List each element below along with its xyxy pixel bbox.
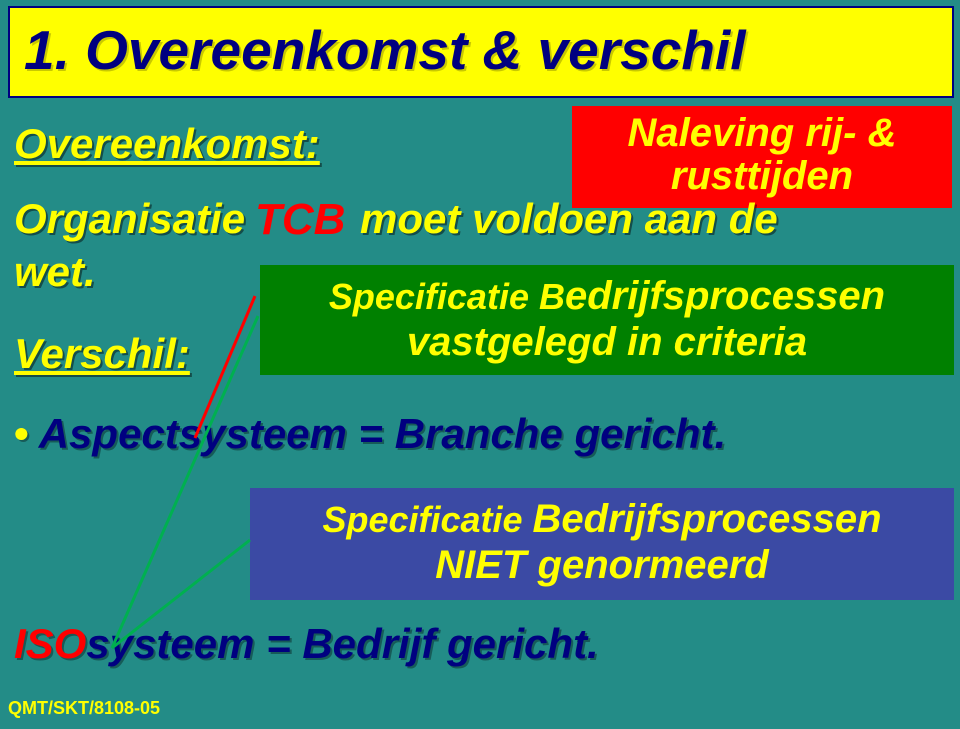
iso-rest: systeem = Bedrijf gericht. — [86, 620, 598, 667]
slide-title: 1. Overeenkomst & verschil — [24, 19, 745, 81]
text-wet: wet. — [14, 248, 96, 296]
callout-blue-line1: Specificatie Bedrijfsprocessen — [260, 496, 944, 542]
callout-naleving-line2: rusttijden — [582, 155, 942, 198]
iso-red: ISO — [14, 620, 86, 667]
text-moet-voldoen: moet voldoen aan de — [360, 195, 778, 243]
text-tcb: TCB — [255, 195, 345, 245]
callout-green-line1: Specificatie Bedrijfsprocessen — [270, 273, 944, 319]
text-organisatie: Organisatie — [14, 195, 245, 243]
bullet-aspectsysteem: •Aspectsysteem = Branche gericht. — [14, 410, 726, 458]
callout-niet-genormeerd: Specificatie Bedrijfsprocessen NIET geno… — [250, 488, 954, 600]
bullet-icon: • — [14, 410, 29, 457]
callout-blue-line2: NIET genormeerd — [260, 542, 944, 588]
callout-specificatie-criteria: Specificatie Bedrijfsprocessen vastgeleg… — [260, 265, 954, 375]
slide-title-box: 1. Overeenkomst & verschil — [8, 6, 954, 98]
callout-green-line2: vastgelegd in criteria — [270, 319, 944, 365]
callout-naleving-line1: Naleving rij- & — [582, 112, 942, 155]
aspect-text: Aspectsysteem = Branche gericht. — [39, 410, 726, 457]
label-overeenkomst: Overeenkomst: — [14, 120, 320, 168]
text-isosysteem: ISOsysteem = Bedrijf gericht. — [14, 620, 599, 668]
callout-naleving: Naleving rij- & rusttijden — [572, 106, 952, 208]
slide-footer-code: QMT/SKT/8108-05 — [8, 698, 160, 719]
label-verschil: Verschil: — [14, 330, 190, 378]
